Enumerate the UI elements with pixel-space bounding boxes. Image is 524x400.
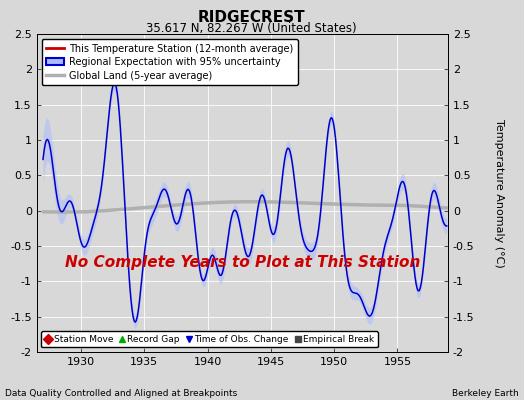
Text: RIDGECREST: RIDGECREST [198, 10, 305, 25]
Text: Data Quality Controlled and Aligned at Breakpoints: Data Quality Controlled and Aligned at B… [5, 389, 237, 398]
Legend: Station Move, Record Gap, Time of Obs. Change, Empirical Break: Station Move, Record Gap, Time of Obs. C… [41, 331, 378, 348]
Text: 35.617 N, 82.267 W (United States): 35.617 N, 82.267 W (United States) [146, 22, 357, 35]
Text: No Complete Years to Plot at This Station: No Complete Years to Plot at This Statio… [64, 256, 420, 270]
Y-axis label: Temperature Anomaly (°C): Temperature Anomaly (°C) [494, 119, 504, 267]
Text: Berkeley Earth: Berkeley Earth [452, 389, 519, 398]
